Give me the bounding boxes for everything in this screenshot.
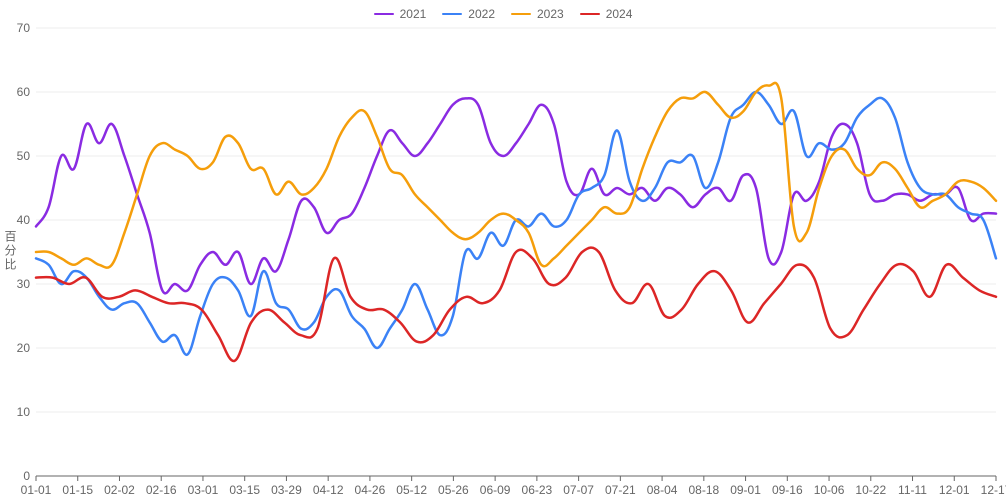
svg-text:11-11: 11-11 bbox=[898, 483, 927, 497]
svg-text:10-22: 10-22 bbox=[855, 483, 886, 497]
svg-text:10-06: 10-06 bbox=[814, 483, 845, 497]
svg-text:01-15: 01-15 bbox=[62, 483, 93, 497]
svg-text:03-01: 03-01 bbox=[188, 483, 219, 497]
svg-text:30: 30 bbox=[17, 277, 31, 291]
svg-text:0: 0 bbox=[23, 469, 30, 483]
svg-text:03-29: 03-29 bbox=[271, 483, 302, 497]
svg-text:03-15: 03-15 bbox=[229, 483, 260, 497]
svg-text:70: 70 bbox=[17, 21, 31, 35]
svg-text:40: 40 bbox=[17, 213, 31, 227]
svg-text:09-16: 09-16 bbox=[772, 483, 803, 497]
chart-svg: 0 10 20 30 40 50 60 70 01-01 01-15 02-02 02-16 03-01… bbox=[0, 0, 1006, 502]
svg-text:08-18: 08-18 bbox=[688, 483, 719, 497]
svg-text:07-21: 07-21 bbox=[605, 483, 636, 497]
svg-text:07-07: 07-07 bbox=[563, 483, 594, 497]
svg-text:12-01: 12-01 bbox=[939, 483, 970, 497]
svg-text:01-01: 01-01 bbox=[21, 483, 52, 497]
svg-text:20: 20 bbox=[17, 341, 31, 355]
svg-text:02-16: 02-16 bbox=[146, 483, 177, 497]
svg-text:06-23: 06-23 bbox=[522, 483, 553, 497]
svg-text:04-26: 04-26 bbox=[355, 483, 386, 497]
svg-text:04-12: 04-12 bbox=[313, 483, 344, 497]
line-chart: 2021202220232024 百分比 01020304050607001-0… bbox=[0, 0, 1006, 502]
svg-text:12-17: 12-17 bbox=[981, 483, 1006, 497]
svg-text:09-01: 09-01 bbox=[730, 483, 761, 497]
svg-text:05-12: 05-12 bbox=[396, 483, 427, 497]
svg-text:50: 50 bbox=[17, 149, 31, 163]
svg-text:05-26: 05-26 bbox=[438, 483, 469, 497]
svg-text:02-02: 02-02 bbox=[104, 483, 135, 497]
series-2023 bbox=[36, 83, 996, 268]
svg-text:06-09: 06-09 bbox=[480, 483, 511, 497]
svg-text:08-04: 08-04 bbox=[647, 483, 678, 497]
svg-text:10: 10 bbox=[17, 405, 31, 419]
svg-text:60: 60 bbox=[17, 85, 31, 99]
